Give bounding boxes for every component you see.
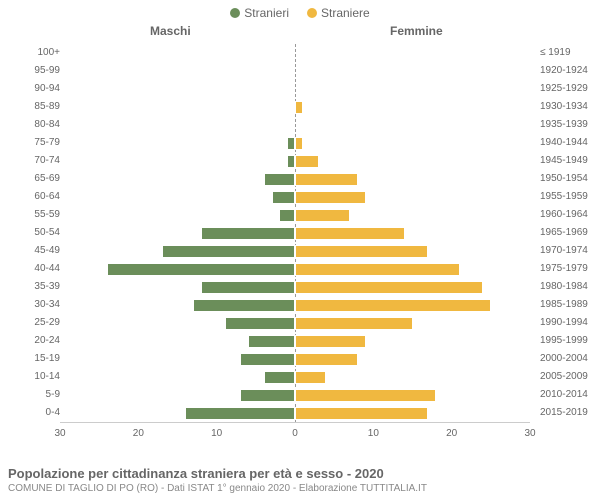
bar-male	[107, 263, 295, 276]
y-label-age: 25-29	[5, 314, 60, 332]
y-label-birth: 2010-2014	[540, 386, 595, 404]
y-label-age: 0-4	[5, 404, 60, 422]
footer: Popolazione per cittadinanza straniera p…	[8, 466, 427, 494]
y-label-age: 85-89	[5, 98, 60, 116]
y-label-birth: 1980-1984	[540, 278, 595, 296]
y-label-birth: 1960-1964	[540, 206, 595, 224]
bar-male	[225, 317, 296, 330]
y-label-age: 30-34	[5, 296, 60, 314]
bar-female	[295, 263, 460, 276]
y-label-birth: 1995-1999	[540, 332, 595, 350]
bar-female	[295, 101, 303, 114]
y-label-birth: 2015-2019	[540, 404, 595, 422]
bar-male	[240, 389, 295, 402]
plot-area	[60, 44, 530, 424]
y-label-age: 40-44	[5, 260, 60, 278]
bar-female	[295, 371, 326, 384]
bar-male	[193, 299, 295, 312]
bar-female	[295, 191, 366, 204]
x-tick: 30	[54, 428, 65, 439]
legend-item-male: Stranieri	[230, 6, 289, 20]
bar-male	[264, 371, 295, 384]
column-title-female: Femmine	[390, 24, 443, 38]
bar-female	[295, 407, 428, 420]
y-label-birth: 1950-1954	[540, 170, 595, 188]
y-label-birth: 1990-1994	[540, 314, 595, 332]
y-label-age: 60-64	[5, 188, 60, 206]
y-label-birth: 2005-2009	[540, 368, 595, 386]
bar-female	[295, 245, 428, 258]
bar-female	[295, 209, 350, 222]
bar-male	[201, 281, 295, 294]
y-label-birth: 1935-1939	[540, 116, 595, 134]
bar-female	[295, 281, 483, 294]
bar-male	[185, 407, 295, 420]
bar-male	[264, 173, 295, 186]
x-tick: 0	[292, 428, 298, 439]
y-label-birth: 1985-1989	[540, 296, 595, 314]
x-tick: 30	[524, 428, 535, 439]
y-label-birth: 1975-1979	[540, 260, 595, 278]
bar-male	[201, 227, 295, 240]
chart-subtitle: COMUNE DI TAGLIO DI PO (RO) - Dati ISTAT…	[8, 483, 427, 494]
y-label-age: 20-24	[5, 332, 60, 350]
bar-female	[295, 173, 358, 186]
bar-male	[279, 209, 295, 222]
y-label-age: 65-69	[5, 170, 60, 188]
y-label-age: 10-14	[5, 368, 60, 386]
legend-label-male: Stranieri	[244, 6, 289, 20]
y-label-birth: 2000-2004	[540, 350, 595, 368]
x-tick: 10	[368, 428, 379, 439]
bar-female	[295, 335, 366, 348]
y-label-age: 15-19	[5, 350, 60, 368]
bar-male	[272, 191, 296, 204]
column-title-male: Maschi	[150, 24, 191, 38]
y-label-birth: ≤ 1919	[540, 44, 595, 62]
legend-swatch-female	[307, 8, 317, 18]
y-label-age: 75-79	[5, 134, 60, 152]
y-label-birth: 1925-1929	[540, 80, 595, 98]
legend: Stranieri Straniere	[0, 0, 600, 20]
bar-male	[162, 245, 295, 258]
legend-label-female: Straniere	[321, 6, 370, 20]
legend-item-female: Straniere	[307, 6, 370, 20]
x-tick: 10	[211, 428, 222, 439]
y-label-age: 50-54	[5, 224, 60, 242]
y-label-age: 70-74	[5, 152, 60, 170]
bar-male	[287, 137, 295, 150]
x-tick: 20	[133, 428, 144, 439]
bar-female	[295, 317, 413, 330]
bar-female	[295, 155, 319, 168]
y-label-age: 95-99	[5, 62, 60, 80]
y-label-birth: 1945-1949	[540, 152, 595, 170]
chart-title: Popolazione per cittadinanza straniera p…	[8, 466, 427, 481]
bar-female	[295, 389, 436, 402]
y-label-birth: 1930-1934	[540, 98, 595, 116]
bar-female	[295, 137, 303, 150]
bar-male	[248, 335, 295, 348]
bar-female	[295, 299, 491, 312]
bar-male	[287, 155, 295, 168]
y-label-age: 5-9	[5, 386, 60, 404]
y-label-age: 90-94	[5, 80, 60, 98]
y-label-age: 45-49	[5, 242, 60, 260]
y-label-age: 80-84	[5, 116, 60, 134]
y-label-birth: 1955-1959	[540, 188, 595, 206]
y-label-birth: 1965-1969	[540, 224, 595, 242]
y-label-age: 55-59	[5, 206, 60, 224]
bar-female	[295, 353, 358, 366]
x-tick: 20	[446, 428, 457, 439]
y-label-birth: 1940-1944	[540, 134, 595, 152]
chart: Maschi Femmine Fasce di età Anni di nasc…	[0, 20, 600, 445]
y-label-age: 100+	[5, 44, 60, 62]
bar-male	[240, 353, 295, 366]
y-label-age: 35-39	[5, 278, 60, 296]
y-label-birth: 1970-1974	[540, 242, 595, 260]
bar-female	[295, 227, 405, 240]
legend-swatch-male	[230, 8, 240, 18]
y-label-birth: 1920-1924	[540, 62, 595, 80]
